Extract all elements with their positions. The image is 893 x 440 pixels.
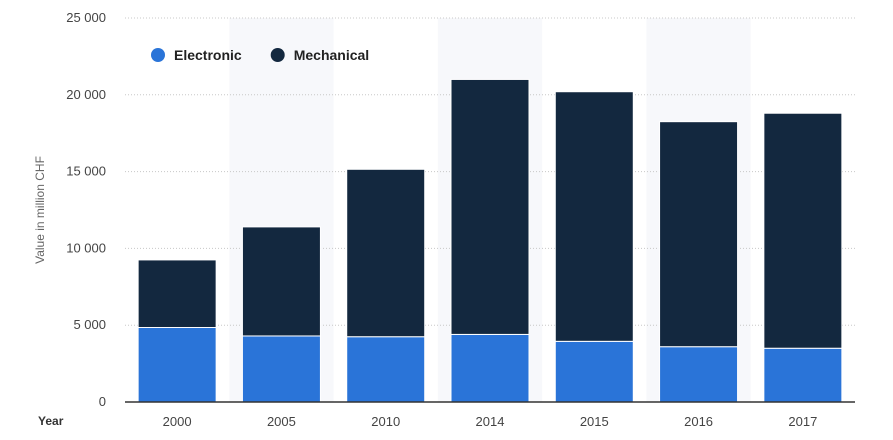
x-tick-labels: 2000 2005 2010 2014 2015 2016 2017 bbox=[163, 414, 818, 429]
x-tick-label: 2000 bbox=[163, 414, 192, 429]
bar-electronic-2015[interactable] bbox=[554, 340, 634, 403]
x-tick-label: 2015 bbox=[580, 414, 609, 429]
bar-mechanical-2015[interactable] bbox=[554, 91, 634, 342]
legend-label-mechanical[interactable]: Mechanical bbox=[294, 47, 369, 63]
legend-marker-electronic bbox=[151, 48, 165, 62]
bar-electronic-2014[interactable] bbox=[450, 333, 530, 403]
legend-marker-mechanical bbox=[270, 48, 285, 62]
y-tick-label: 15 000 bbox=[66, 164, 106, 179]
bar-electronic-2010[interactable] bbox=[346, 336, 426, 403]
y-tick-label: 25 000 bbox=[66, 10, 106, 25]
bar-mechanical-2016[interactable] bbox=[659, 121, 739, 348]
x-tick-label: 2016 bbox=[684, 414, 713, 429]
bar-electronic-2005[interactable] bbox=[241, 335, 321, 403]
x-tick-label: 2005 bbox=[267, 414, 296, 429]
bar-electronic-2016[interactable] bbox=[659, 346, 739, 403]
bar-mechanical-2005[interactable] bbox=[241, 226, 321, 337]
y-tick-labels: 0 5 000 10 000 15 000 20 000 25 000 bbox=[66, 10, 106, 409]
y-tick-label: 5 000 bbox=[73, 317, 106, 332]
x-tick-label: 2017 bbox=[788, 414, 817, 429]
bar-electronic-2000[interactable] bbox=[137, 327, 217, 403]
y-tick-label: 10 000 bbox=[66, 240, 106, 255]
bars bbox=[137, 78, 843, 403]
y-axis-title: Value in million CHF bbox=[33, 156, 47, 264]
y-tick-label: 0 bbox=[99, 394, 106, 409]
bar-mechanical-2017[interactable] bbox=[763, 112, 843, 349]
x-axis-title: Year bbox=[38, 414, 64, 428]
y-tick-label: 20 000 bbox=[66, 87, 106, 102]
x-tick-label: 2014 bbox=[476, 414, 505, 429]
bar-mechanical-2014[interactable] bbox=[450, 78, 530, 335]
legend-label-electronic[interactable]: Electronic bbox=[174, 47, 242, 63]
bar-mechanical-2010[interactable] bbox=[346, 168, 426, 338]
legend: Electronic Mechanical bbox=[151, 47, 369, 63]
bar-mechanical-2000[interactable] bbox=[137, 259, 217, 329]
x-tick-label: 2010 bbox=[371, 414, 400, 429]
bar-electronic-2017[interactable] bbox=[763, 347, 843, 403]
